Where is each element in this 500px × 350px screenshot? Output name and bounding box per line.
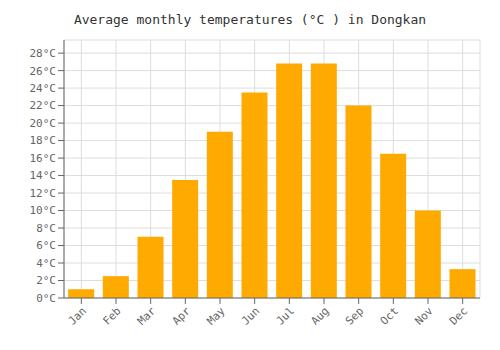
html-text:Average monthly temperatures (: Average monthly temperatures (°C ) in Do… [73,12,427,27]
svg-text:Feb: Feb [100,304,123,327]
svg-text:10°C: 10°C [30,204,57,217]
svg-text:2°C: 2°C [36,274,56,287]
svg-text:Aug: Aug [308,304,331,327]
svg-text:12°C: 12°C [30,187,57,200]
svg-text:22°C: 22°C [30,99,57,112]
svg-text:16°C: 16°C [30,152,57,165]
svg-text:Sep: Sep [343,304,366,327]
svg-text:Oct: Oct [378,304,401,327]
svg-text:24°C: 24°C [30,82,57,95]
svg-text:8°C: 8°C [36,222,56,235]
svg-text:Apr: Apr [170,304,194,328]
svg-text:0°C: 0°C [36,292,56,305]
svg-text:Jan: Jan [66,304,89,327]
svg-text:Nov: Nov [412,304,436,328]
svg-text:Jul: Jul [274,304,297,327]
svg-text:Dec: Dec [447,304,470,327]
svg-text:26°C: 26°C [30,65,57,78]
svg-text:14°C: 14°C [30,169,57,182]
svg-text:18°C: 18°C [30,134,57,147]
svg-text:May: May [204,304,228,328]
svg-text:6°C: 6°C [36,239,56,252]
svg-text:28°C: 28°C [30,47,57,60]
svg-text:Mar: Mar [135,304,159,328]
svg-text:20°C: 20°C [30,117,57,130]
svg-text:4°C: 4°C [36,257,56,270]
svg-text:Jun: Jun [239,304,262,327]
